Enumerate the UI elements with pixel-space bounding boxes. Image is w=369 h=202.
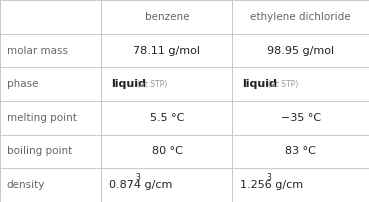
Text: liquid: liquid [111, 79, 146, 89]
Text: 80 °C: 80 °C [152, 146, 182, 157]
Text: density: density [7, 180, 45, 190]
Text: (at STP): (at STP) [268, 80, 299, 89]
Text: boiling point: boiling point [7, 146, 72, 157]
Text: (at STP): (at STP) [137, 80, 168, 89]
Text: molar mass: molar mass [7, 45, 68, 56]
Text: ethylene dichloride: ethylene dichloride [251, 12, 351, 22]
Text: −35 °C: −35 °C [281, 113, 321, 123]
Text: 1.256 g/cm: 1.256 g/cm [240, 180, 303, 190]
Text: 5.5 °C: 5.5 °C [150, 113, 184, 123]
Text: 98.95 g/mol: 98.95 g/mol [267, 45, 334, 56]
Text: benzene: benzene [145, 12, 189, 22]
Text: phase: phase [7, 79, 38, 89]
Text: 3: 3 [266, 173, 271, 182]
Text: liquid: liquid [242, 79, 277, 89]
Text: melting point: melting point [7, 113, 76, 123]
Text: 0.874 g/cm: 0.874 g/cm [109, 180, 172, 190]
Text: 78.11 g/mol: 78.11 g/mol [134, 45, 200, 56]
Text: 83 °C: 83 °C [285, 146, 316, 157]
Text: 3: 3 [135, 173, 140, 182]
